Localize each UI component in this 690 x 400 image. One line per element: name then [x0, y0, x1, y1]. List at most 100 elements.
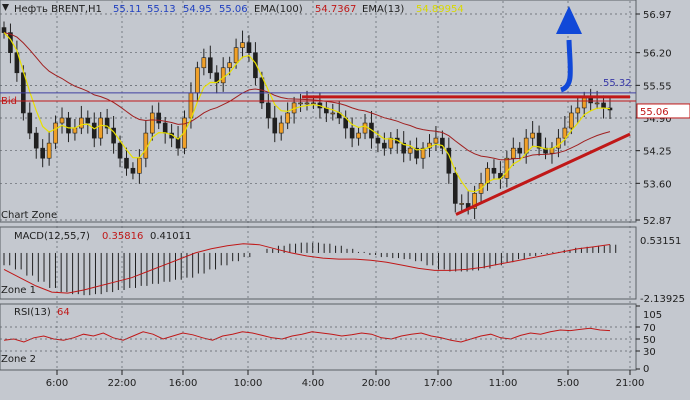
candle-body	[1, 27, 7, 33]
candle-body	[407, 147, 413, 154]
bid-label: Bid	[1, 96, 17, 107]
rsi-tick-label: 70	[643, 323, 656, 334]
rsi-tick-label: 50	[643, 335, 656, 346]
candle-body	[452, 172, 458, 204]
candle-body	[98, 117, 104, 139]
candle-body	[137, 157, 142, 174]
up-arrow-icon	[559, 39, 573, 93]
candle-body	[27, 112, 33, 134]
candle-body	[594, 102, 600, 105]
rsi-value: 64	[57, 307, 70, 318]
price-tick-label: 54.25	[643, 147, 672, 158]
ema13-label: EMA(13)	[362, 4, 404, 15]
symbol-label: Нефть BRENT,H1	[14, 4, 102, 15]
price-tick-label: 54.90	[643, 114, 672, 125]
candle-body	[14, 52, 20, 74]
candle-body	[278, 122, 284, 134]
candle-body	[40, 147, 45, 159]
candle-body	[562, 127, 568, 139]
ohlc-close: 55.06	[219, 4, 248, 15]
macd-panel	[0, 226, 637, 300]
time-tick-label: 5:00	[557, 378, 579, 389]
price-series	[1, 21, 613, 219]
chart-zone-label: Chart Zone	[1, 210, 57, 221]
candle-body	[175, 137, 181, 149]
candle-body	[356, 132, 361, 139]
candle-body	[156, 112, 162, 124]
candle-body	[79, 117, 84, 129]
time-tick-label: 10:00	[234, 378, 263, 389]
candle-body	[182, 117, 187, 149]
macd-label: MACD(12,55,7)	[14, 231, 90, 242]
price-tick-label: 55.55	[643, 81, 672, 92]
candle-body	[130, 167, 136, 174]
candle-body	[66, 117, 71, 134]
time-tick-label: 11:00	[489, 378, 518, 389]
candle-body	[124, 157, 129, 169]
candle-body	[304, 102, 310, 105]
candle-body	[298, 102, 303, 105]
price-tick-label: 53.60	[643, 179, 672, 190]
candle-body	[362, 122, 368, 134]
candle-body	[401, 142, 407, 154]
candle-body	[266, 102, 271, 119]
price-tick-label: 56.97	[643, 10, 672, 21]
candle-body	[162, 122, 168, 134]
candle-body	[272, 117, 278, 134]
rsi-tick-label: 0	[643, 364, 649, 375]
ema100-value: 54.7367	[315, 4, 356, 15]
ohlc-high: 55.13	[147, 4, 176, 15]
rsi-line	[3, 327, 611, 343]
rsi-zone-label: Zone 2	[1, 354, 36, 365]
candle-body	[253, 52, 258, 79]
candle-body	[207, 57, 213, 74]
rsi-tick-label: 30	[643, 347, 656, 358]
candle-body	[420, 147, 426, 159]
macd-signal-line	[3, 243, 611, 294]
ema13-line	[3, 32, 611, 193]
time-tick-label: 4:00	[302, 378, 324, 389]
rsi-tick-label: 105	[643, 310, 662, 321]
candle-body	[433, 137, 439, 144]
rsi-label: RSI(13)	[14, 307, 51, 318]
time-tick-label: 22:00	[108, 378, 137, 389]
dropdown-triangle-icon[interactable]	[2, 4, 9, 11]
candle-body	[375, 137, 381, 144]
candle-body	[510, 147, 516, 159]
candle-body	[504, 157, 510, 179]
rsi-series	[3, 327, 611, 343]
candle-body	[601, 102, 606, 109]
candle-body	[195, 67, 200, 94]
candle-body	[414, 147, 419, 159]
bid-price-box	[636, 103, 690, 119]
chart-header: Нефть BRENT,H1 55.11 55.13 54.95 55.06 E…	[2, 4, 464, 15]
candle-body	[459, 203, 465, 205]
candle-body	[330, 112, 336, 115]
arrowhead-icon	[556, 6, 582, 34]
candle-body	[491, 167, 497, 174]
candle-body	[220, 67, 226, 84]
candle-body	[581, 97, 587, 109]
candle-body	[246, 42, 252, 53]
support-trendline[interactable]	[455, 132, 631, 216]
candle-body	[227, 62, 232, 69]
candle-body	[72, 127, 78, 134]
candle-body	[556, 137, 561, 149]
candle-body	[536, 132, 542, 149]
candle-body	[440, 137, 445, 149]
candle-body	[149, 112, 155, 134]
candle-body	[472, 193, 477, 209]
time-axis: 6:00 22:00 16:00 10:00 4:00 20:00 17:00 11:00 5:…	[46, 370, 644, 389]
ohlc-open: 55.11	[113, 4, 142, 15]
candle-body	[85, 117, 91, 124]
macd-tick-bottom: -2.13925	[640, 294, 685, 305]
macd-value2: 0.41011	[150, 231, 191, 242]
candle-body	[349, 127, 355, 139]
candle-body	[91, 122, 97, 139]
time-tick-label: 6:00	[46, 378, 68, 389]
price-axis: 56.97 56.20 55.55 54.90 54.25 53.60 52.87	[636, 10, 672, 227]
main-panel	[0, 0, 637, 223]
candle-body	[311, 102, 316, 105]
ohlc-low: 54.95	[183, 4, 212, 15]
